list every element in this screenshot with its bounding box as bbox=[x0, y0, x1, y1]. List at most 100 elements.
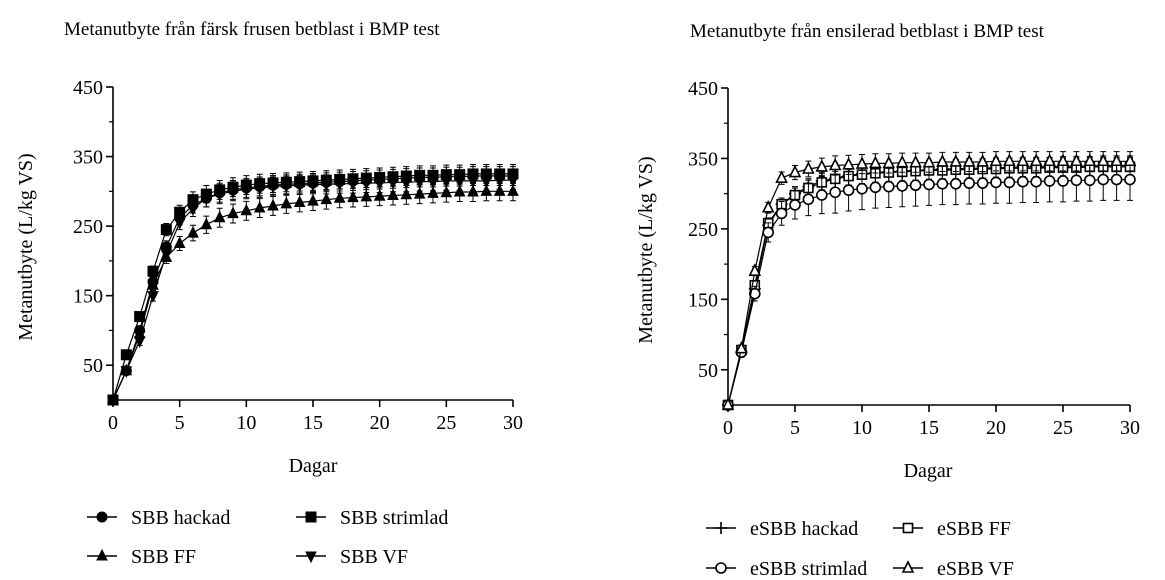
chart-1-y-axis-label: Metanutbyte (L/kg VS) bbox=[15, 153, 37, 340]
data-point bbox=[173, 218, 186, 230]
data-point bbox=[147, 265, 159, 277]
data-point bbox=[855, 156, 869, 169]
data-point bbox=[909, 179, 922, 192]
data-point bbox=[347, 190, 359, 203]
legend-item: SBB FF bbox=[87, 546, 196, 568]
data-point bbox=[1030, 175, 1042, 188]
legend-marker bbox=[902, 522, 914, 534]
data-point bbox=[735, 340, 748, 354]
data-point bbox=[1043, 153, 1056, 167]
data-point bbox=[1110, 173, 1123, 186]
data-point bbox=[400, 187, 413, 200]
data-point bbox=[1016, 175, 1029, 188]
y-tick-label: 450 bbox=[688, 78, 718, 100]
data-point bbox=[133, 336, 146, 348]
y-tick-label: 250 bbox=[73, 216, 103, 238]
chart-1-legend: SBB hackad SBB strimlad SBB FF SBB VF bbox=[87, 507, 448, 568]
x-tick-label: 5 bbox=[175, 412, 185, 434]
data-point bbox=[748, 287, 761, 300]
data-point bbox=[976, 154, 989, 167]
data-point bbox=[253, 183, 266, 195]
chart-2-y-axis-label: Metanutbyte (L/kg VS) bbox=[635, 156, 657, 343]
data-point bbox=[387, 188, 399, 201]
data-point bbox=[147, 291, 159, 303]
data-point bbox=[828, 157, 842, 171]
series-sbb-vf bbox=[107, 170, 519, 408]
data-point bbox=[762, 226, 775, 239]
legend-marker bbox=[305, 551, 317, 564]
chart-2-plot: 50 150 250 350 450 0 5 10 15 20 25 30 bbox=[688, 78, 1140, 439]
y-tick-label: 250 bbox=[688, 219, 718, 241]
data-point bbox=[949, 178, 962, 190]
data-point bbox=[896, 180, 909, 192]
data-point bbox=[1056, 153, 1070, 167]
y-tick-label: 150 bbox=[73, 286, 103, 308]
x-tick-label: 30 bbox=[503, 412, 523, 434]
data-point bbox=[1070, 153, 1083, 167]
data-point bbox=[775, 170, 788, 183]
series-line bbox=[112, 179, 513, 401]
series-line bbox=[112, 190, 513, 401]
legend-marker bbox=[715, 522, 727, 534]
legend-item: eSBB VF bbox=[893, 558, 1014, 580]
legend-label: SBB FF bbox=[131, 546, 196, 568]
data-point bbox=[320, 179, 333, 192]
data-point bbox=[227, 186, 239, 199]
x-tick-label: 5 bbox=[790, 417, 800, 439]
data-point bbox=[333, 179, 346, 191]
chart-2-title: Metanutbyte från ensilerad betblast i BM… bbox=[690, 21, 1045, 42]
chart-1-title: Metanutbyte från färsk frusen betblast i… bbox=[64, 19, 440, 40]
legend-item: SBB strimlad bbox=[296, 507, 448, 529]
y-tick-label: 350 bbox=[73, 147, 103, 169]
data-point bbox=[253, 200, 266, 213]
data-point bbox=[307, 179, 319, 192]
legend-item: eSBB FF bbox=[893, 518, 1011, 540]
data-point bbox=[493, 184, 506, 196]
legend-item: SBB hackad bbox=[87, 507, 230, 529]
data-point bbox=[802, 193, 815, 206]
data-point bbox=[293, 195, 306, 207]
data-point bbox=[1084, 174, 1096, 187]
data-point bbox=[1043, 175, 1056, 187]
data-point bbox=[949, 154, 963, 167]
data-point bbox=[187, 204, 199, 216]
data-point bbox=[453, 176, 466, 189]
legend-label: SBB strimlad bbox=[340, 507, 448, 529]
data-point bbox=[936, 178, 949, 190]
data-point bbox=[427, 186, 439, 198]
y-tick-label: 350 bbox=[688, 148, 718, 170]
data-point bbox=[869, 181, 882, 194]
data-point bbox=[923, 178, 935, 191]
data-point bbox=[267, 181, 279, 194]
y-tick-label: 50 bbox=[698, 360, 718, 382]
data-point bbox=[748, 263, 762, 276]
data-point bbox=[882, 180, 895, 193]
data-point bbox=[293, 180, 306, 193]
data-point bbox=[963, 177, 976, 189]
data-point bbox=[1057, 175, 1069, 187]
data-point bbox=[1124, 173, 1136, 186]
legend-label: eSBB strimlad bbox=[750, 558, 867, 580]
data-point bbox=[240, 203, 253, 216]
data-point bbox=[1097, 173, 1109, 186]
data-point bbox=[869, 155, 882, 169]
data-point bbox=[213, 210, 226, 223]
series-esbb-strimlad bbox=[722, 158, 1136, 411]
data-point bbox=[400, 177, 413, 190]
data-point bbox=[333, 191, 346, 203]
data-point bbox=[240, 184, 253, 197]
legend-label: eSBB FF bbox=[937, 518, 1011, 540]
x-tick-label: 20 bbox=[986, 417, 1006, 439]
x-tick-label: 30 bbox=[1120, 417, 1140, 439]
series-sbb-ff bbox=[107, 181, 519, 405]
data-point bbox=[1123, 153, 1137, 167]
data-point bbox=[976, 177, 989, 189]
x-tick-label: 0 bbox=[108, 412, 118, 434]
data-point bbox=[761, 199, 775, 213]
data-point bbox=[360, 189, 373, 202]
y-tick-label: 150 bbox=[688, 289, 718, 311]
data-point bbox=[173, 236, 186, 248]
data-point bbox=[120, 349, 132, 361]
legend-item: eSBB strimlad bbox=[706, 558, 867, 580]
x-tick-label: 20 bbox=[370, 412, 390, 434]
